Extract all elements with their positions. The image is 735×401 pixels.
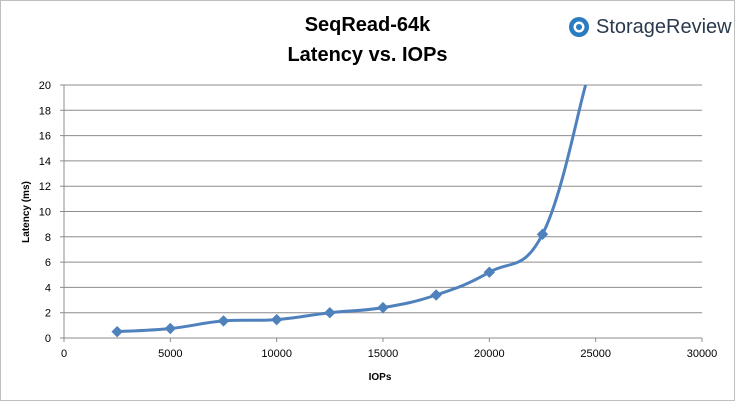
y-tick-label: 10: [39, 207, 51, 219]
data-point-marker: [536, 228, 549, 240]
y-tick-label: 14: [39, 156, 51, 168]
data-point-marker: [483, 266, 496, 278]
data-point-marker: [111, 325, 123, 338]
data-point-marker: [270, 313, 283, 326]
data-point-marker: [164, 322, 177, 335]
x-tick-label: 10000: [261, 348, 292, 360]
storagereview-logo-icon: [569, 17, 589, 37]
series-line: [117, 84, 588, 334]
y-tick-label: 16: [39, 131, 51, 143]
x-axis-label: IOPs: [369, 372, 392, 383]
x-tick-label: 0: [61, 348, 67, 360]
x-tick-labels: 0 5000 10000 15000 20000 25000 30000: [61, 348, 717, 360]
x-tick-label: 15000: [368, 348, 399, 360]
y-tick-label: 0: [45, 333, 51, 345]
x-tick-label: 5000: [158, 348, 182, 360]
y-tick-label: 4: [45, 282, 51, 294]
chart-title: SeqRead-64k: [304, 14, 431, 36]
data-point-marker: [377, 301, 389, 314]
logo-text: StorageReview: [596, 15, 732, 38]
y-tick-label: 8: [45, 232, 51, 244]
y-tick-label: 18: [39, 105, 51, 117]
gridlines: [64, 84, 702, 314]
y-tick-label: 20: [39, 80, 51, 92]
brand-logo: StorageReview: [568, 14, 732, 40]
y-tick-label: 6: [45, 257, 51, 269]
series-markers: [111, 228, 549, 338]
x-tick-label: 20000: [474, 348, 505, 360]
y-axis-label: Latency (ms): [21, 181, 32, 243]
axes: [60, 84, 703, 342]
x-tick-label: 30000: [687, 348, 718, 360]
x-tick-label: 25000: [580, 348, 611, 360]
data-point-marker: [430, 289, 442, 301]
y-tick-label: 12: [39, 181, 51, 193]
y-tick-labels: 0 2 4 6 8 10 12 14 16 18 20: [39, 80, 51, 345]
data-point-marker: [324, 306, 336, 319]
data-point-marker: [217, 315, 230, 327]
y-tick-label: 2: [45, 308, 51, 320]
chart-subtitle: Latency vs. IOPs: [287, 44, 448, 66]
